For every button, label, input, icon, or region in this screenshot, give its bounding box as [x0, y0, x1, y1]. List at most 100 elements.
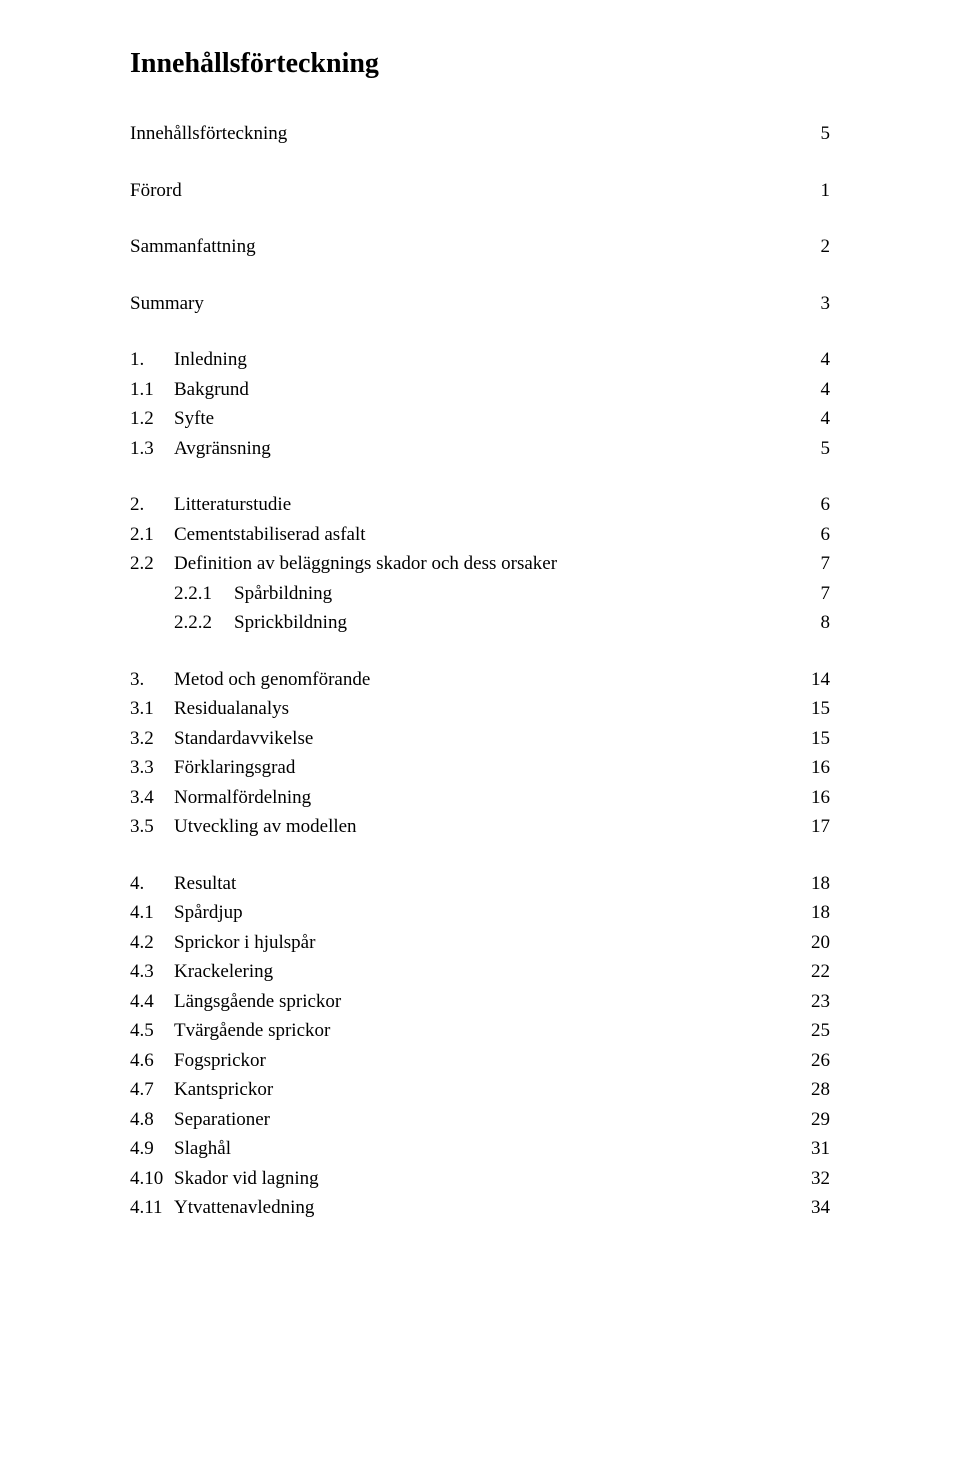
toc-entry: 4.8Separationer 29: [130, 1106, 830, 1135]
toc-page-number: 4: [790, 376, 830, 405]
toc-page-number: 7: [790, 550, 830, 579]
toc-section-number: 4.2: [130, 929, 174, 958]
toc-section-number: 3.: [130, 666, 174, 695]
toc-page-number: 6: [790, 491, 830, 520]
toc-page-number: 29: [790, 1106, 830, 1135]
toc-section-label: Sprickor i hjulspår: [174, 929, 315, 958]
toc-section-label: Tvärgående sprickor: [174, 1017, 330, 1046]
toc-label-wrap: Förord: [130, 177, 182, 206]
toc-entry: 2.Litteraturstudie 6: [130, 491, 830, 520]
toc-entry: 4.10Skador vid lagning32: [130, 1165, 830, 1194]
toc-entry: 2.1Cementstabiliserad asfalt6: [130, 521, 830, 550]
toc-page-number: 5: [790, 435, 830, 464]
toc-page-number: 16: [790, 784, 830, 813]
toc-section-label: Summary: [130, 290, 204, 319]
toc-section-number: 3.3: [130, 754, 174, 783]
toc-entry: 4.9Slaghål31: [130, 1135, 830, 1164]
toc-section-number: 4.3: [130, 958, 174, 987]
toc-label-wrap: 1.2Syfte: [130, 405, 214, 434]
toc-section-label: Avgränsning: [174, 435, 271, 464]
toc-section-label: Fogsprickor: [174, 1047, 266, 1076]
toc-section-label: Spårdjup: [174, 899, 243, 928]
toc-page-number: 28: [790, 1076, 830, 1105]
toc-entry: 3.1Residualanalys15: [130, 695, 830, 724]
toc-section-label: Litteraturstudie: [174, 491, 291, 520]
toc-label-wrap: 4.Resultat: [130, 870, 236, 899]
toc-section-group: 3.Metod och genomförande143.1Residualana…: [130, 666, 830, 842]
toc-label-wrap: 3.2Standardavvikelse: [130, 725, 313, 754]
toc-section-label: Längsgående sprickor: [174, 988, 341, 1017]
toc-page-number: 32: [790, 1165, 830, 1194]
toc-page-number: 26: [790, 1047, 830, 1076]
toc-entry: 4.1Spårdjup18: [130, 899, 830, 928]
toc-entry: 1.1Bakgrund 4: [130, 376, 830, 405]
toc-page-number: 8: [790, 609, 830, 638]
toc-section-label: Kantsprickor: [174, 1076, 273, 1105]
toc-section-number: 2.: [130, 491, 174, 520]
toc-page-number: 25: [790, 1017, 830, 1046]
toc-section-label: Innehållsförteckning: [130, 120, 287, 149]
toc-label-wrap: 2.2.2Sprickbildning: [174, 609, 347, 638]
toc-label-wrap: 3.3Förklaringsgrad: [130, 754, 295, 783]
toc-page-number: 2: [790, 233, 830, 262]
toc-section-label: Bakgrund: [174, 376, 249, 405]
toc-label-wrap: 4.4Längsgående sprickor: [130, 988, 341, 1017]
toc-label-wrap: 4.7Kantsprickor: [130, 1076, 273, 1105]
toc-label-wrap: 3.Metod och genomförande: [130, 666, 370, 695]
toc-section-label: Förklaringsgrad: [174, 754, 295, 783]
toc-entry: 2.2Definition av beläggnings skador och …: [130, 550, 830, 579]
toc-section-number: 4.5: [130, 1017, 174, 1046]
toc-page-number: 5: [790, 120, 830, 149]
toc-page-number: 15: [790, 695, 830, 724]
toc-section-number: 2.2.1: [174, 580, 234, 609]
toc-entry: 3.4Normalfördelning 16: [130, 784, 830, 813]
toc-label-wrap: 4.2Sprickor i hjulspår: [130, 929, 315, 958]
toc-section-label: Separationer: [174, 1106, 270, 1135]
toc-section-number: 2.1: [130, 521, 174, 550]
toc-entry: Sammanfattning 2: [130, 233, 830, 262]
toc-page-number: 22: [790, 958, 830, 987]
toc-label-wrap: 1.Inledning: [130, 346, 247, 375]
toc-section-label: Normalfördelning: [174, 784, 311, 813]
toc-page-number: 3: [790, 290, 830, 319]
toc-label-wrap: 4.6Fogsprickor: [130, 1047, 266, 1076]
toc-entry: 1.3Avgränsning5: [130, 435, 830, 464]
toc-label-wrap: 4.11Ytvattenavledning: [130, 1194, 314, 1223]
toc-label-wrap: 3.4Normalfördelning: [130, 784, 311, 813]
table-of-contents: Innehållsförteckning5Förord1Sammanfattni…: [130, 120, 830, 1223]
toc-entry: 3.3Förklaringsgrad16: [130, 754, 830, 783]
toc-page-number: 14: [790, 666, 830, 695]
toc-page-number: 7: [790, 580, 830, 609]
toc-section-label: Resultat: [174, 870, 236, 899]
toc-entry: 4.5Tvärgående sprickor 25: [130, 1017, 830, 1046]
toc-section-label: Inledning: [174, 346, 247, 375]
toc-entry: 3.Metod och genomförande 14: [130, 666, 830, 695]
toc-section-group: 1.Inledning41.1Bakgrund41.2Syfte41.3Avgr…: [130, 346, 830, 463]
toc-label-wrap: 2.2.1Spårbildning: [174, 580, 332, 609]
toc-section-number: 3.5: [130, 813, 174, 842]
toc-entry: Innehållsförteckning 5: [130, 120, 830, 149]
toc-section-label: Cementstabiliserad asfalt: [174, 521, 366, 550]
toc-entry: 4.7Kantsprickor 28: [130, 1076, 830, 1105]
toc-section-label: Utveckling av modellen: [174, 813, 357, 842]
toc-section-number: 4.6: [130, 1047, 174, 1076]
toc-label-wrap: 4.1Spårdjup: [130, 899, 243, 928]
toc-section-label: Ytvattenavledning: [174, 1194, 314, 1223]
toc-section-number: 1.: [130, 346, 174, 375]
toc-section-label: Sammanfattning: [130, 233, 256, 262]
toc-page-number: 23: [790, 988, 830, 1017]
toc-section-number: 4.8: [130, 1106, 174, 1135]
toc-section-number: 1.1: [130, 376, 174, 405]
toc-page-number: 34: [790, 1194, 830, 1223]
toc-label-wrap: Sammanfattning: [130, 233, 256, 262]
toc-page-number: 4: [790, 346, 830, 375]
toc-page-number: 4: [790, 405, 830, 434]
toc-section-label: Residualanalys: [174, 695, 289, 724]
toc-entry: 3.2Standardavvikelse15: [130, 725, 830, 754]
toc-page-number: 17: [790, 813, 830, 842]
toc-section-label: Sprickbildning: [234, 609, 347, 638]
toc-section-label: Spårbildning: [234, 580, 332, 609]
toc-section-label: Definition av beläggnings skador och des…: [174, 550, 557, 579]
toc-entry: Summary 3: [130, 290, 830, 319]
toc-entry: 4.11Ytvattenavledning 34: [130, 1194, 830, 1223]
